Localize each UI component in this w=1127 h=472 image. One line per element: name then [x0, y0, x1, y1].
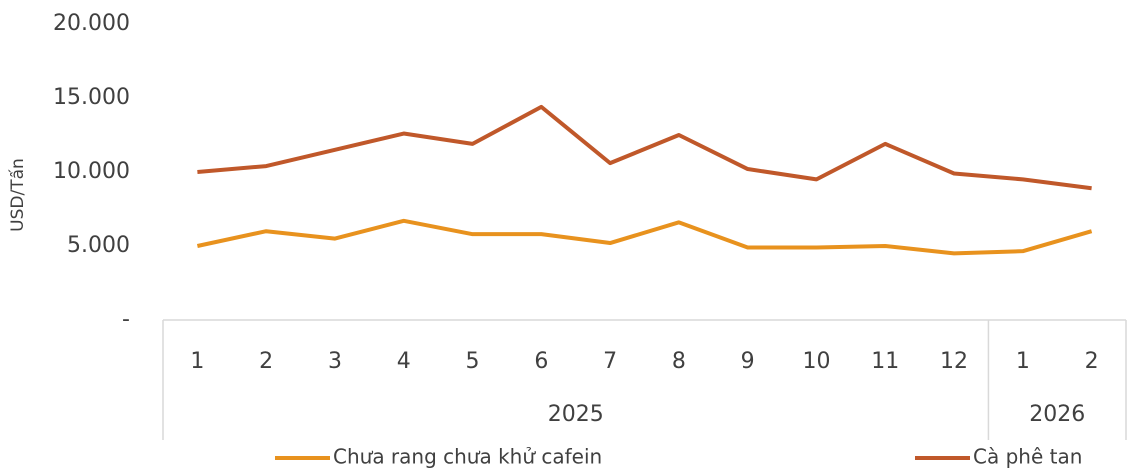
x-tick-label: 5	[466, 349, 480, 374]
y-tick-label: 10.000	[53, 159, 130, 184]
x-tick-label: 11	[871, 349, 899, 374]
x-tick-label: 10	[802, 349, 830, 374]
x-tick-label: 7	[603, 349, 617, 374]
x-tick-label: 2	[1085, 349, 1099, 374]
x-group-label: 2025	[548, 402, 604, 427]
x-tick-label: 1	[1016, 349, 1030, 374]
x-tick-label: 6	[534, 349, 548, 374]
series-line	[196, 218, 1093, 256]
legend-label: Cà phê tan	[973, 445, 1082, 469]
x-tick-label: 8	[672, 349, 686, 374]
y-tick-label: -	[122, 307, 130, 332]
y-tick-label: 15.000	[53, 85, 130, 110]
y-tick-label: 20.000	[53, 11, 130, 36]
x-tick-label: 12	[940, 349, 968, 374]
x-tick-label: 3	[328, 349, 342, 374]
x-tick-label: 2	[259, 349, 273, 374]
legend-label: Chưa rang chưa khử cafein	[333, 445, 602, 469]
x-tick-label: 4	[397, 349, 411, 374]
series-line	[197, 104, 1092, 191]
x-tick-label: 9	[741, 349, 755, 374]
x-tick-label: 1	[190, 349, 204, 374]
x-group-label: 2026	[1029, 402, 1085, 427]
y-tick-label: 5.000	[67, 233, 130, 258]
y-axis-label: USD/Tấn	[7, 158, 28, 232]
